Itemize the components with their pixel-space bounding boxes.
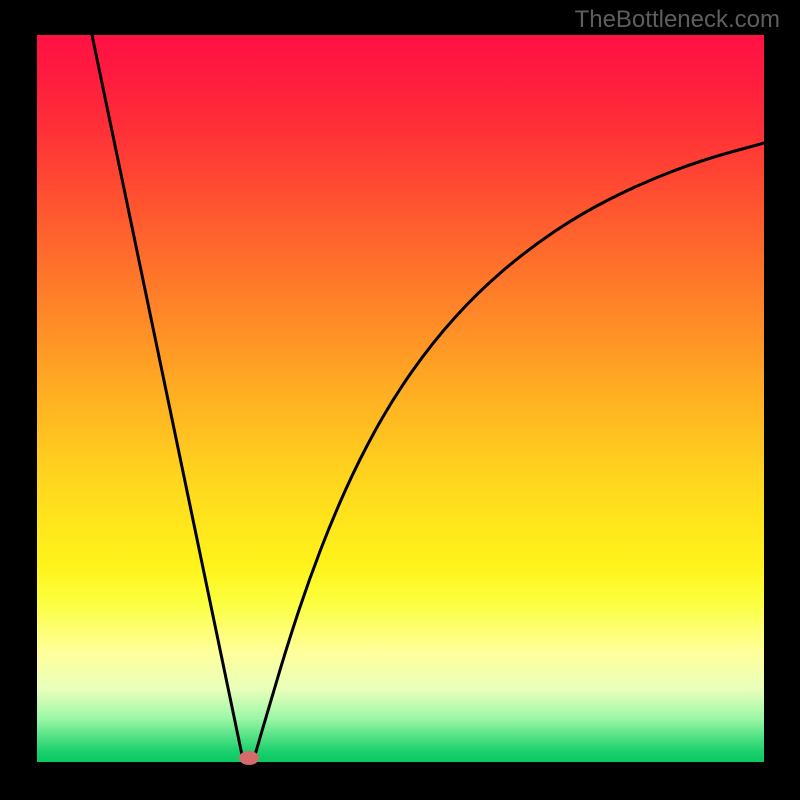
min-marker	[239, 751, 259, 765]
chart-container: TheBottleneck.com	[0, 0, 800, 800]
v-curve	[37, 35, 764, 762]
plot-area	[37, 35, 764, 762]
watermark-text: TheBottleneck.com	[575, 6, 780, 34]
